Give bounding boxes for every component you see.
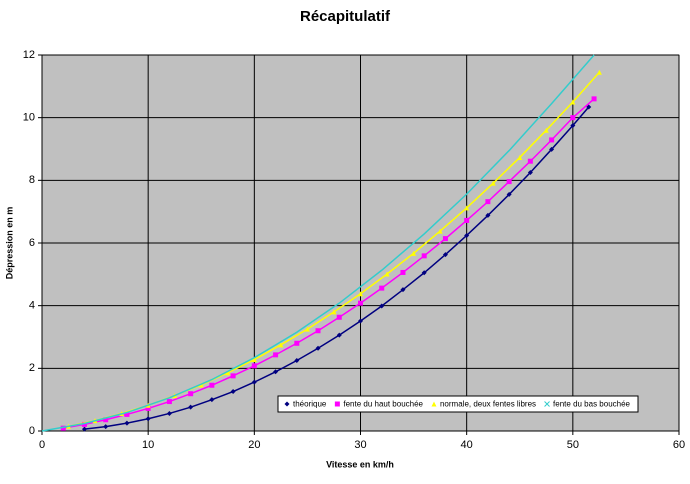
marker	[485, 199, 491, 205]
legend-label: fente du haut bouchée	[343, 400, 423, 409]
marker	[278, 342, 284, 348]
marker	[411, 250, 417, 256]
marker	[334, 401, 340, 407]
marker	[549, 137, 555, 143]
y-axis-label: Dépression en m	[4, 207, 14, 280]
marker	[442, 252, 448, 258]
marker	[225, 370, 231, 376]
marker	[431, 401, 437, 407]
marker	[188, 391, 194, 397]
marker	[591, 96, 597, 102]
marker	[331, 309, 337, 315]
y-tick-label: 0	[29, 425, 35, 437]
x-tick-label: 30	[354, 439, 366, 451]
marker	[506, 191, 512, 197]
y-tick-label: 4	[29, 300, 35, 312]
legend-label: fente du bas bouchée	[553, 400, 631, 409]
marker	[442, 236, 448, 242]
legend-label: théorique	[293, 400, 327, 409]
legend-label: normale, deux fentes libres	[440, 400, 536, 409]
marker	[358, 318, 363, 324]
x-axis-label: Vitesse en km/h	[326, 459, 394, 469]
marker	[358, 291, 363, 297]
legend-box	[277, 395, 639, 413]
marker	[437, 228, 443, 234]
x-tick-label: 60	[673, 439, 685, 451]
marker	[145, 416, 151, 422]
marker	[527, 170, 533, 175]
marker	[124, 420, 130, 426]
marker	[124, 411, 130, 417]
marker	[230, 373, 236, 379]
marker	[570, 123, 576, 128]
marker	[103, 417, 109, 423]
marker	[379, 303, 385, 309]
marker	[549, 146, 555, 152]
x-tick-label: 40	[461, 439, 473, 451]
marker	[188, 404, 194, 410]
marker	[145, 405, 151, 411]
marker	[336, 332, 342, 338]
series-line	[63, 98, 595, 429]
marker	[294, 340, 300, 346]
marker	[251, 363, 257, 369]
x-tick-label: 10	[142, 439, 154, 451]
marker	[570, 115, 576, 121]
marker	[209, 397, 215, 403]
marker	[570, 99, 576, 105]
y-tick-label: 10	[23, 112, 35, 124]
marker	[230, 389, 236, 395]
marker	[358, 300, 363, 306]
marker	[384, 271, 390, 277]
marker	[464, 217, 470, 223]
marker	[60, 425, 66, 431]
legend: théorique fente du haut bouchée normale, d…	[277, 395, 639, 413]
marker	[166, 410, 172, 416]
x-tick-label: 50	[567, 439, 579, 451]
marker	[166, 399, 172, 405]
marker	[485, 212, 491, 218]
marker	[596, 69, 602, 75]
marker	[400, 269, 406, 275]
marker	[421, 270, 427, 276]
x-tick-label: 20	[248, 439, 260, 451]
marker	[209, 382, 215, 388]
marker	[81, 426, 87, 432]
marker	[273, 369, 279, 375]
marker	[527, 158, 533, 164]
series-line	[41, 54, 595, 432]
marker	[506, 179, 512, 185]
marker	[379, 285, 385, 291]
marker	[400, 287, 406, 293]
marker	[490, 180, 496, 186]
chart-title: Récapitulatif	[300, 8, 391, 25]
y-tick-label: 6	[29, 237, 35, 249]
marker	[421, 253, 427, 259]
marker	[586, 104, 592, 110]
marker	[336, 314, 342, 320]
marker	[543, 127, 549, 133]
x-tick-label: 0	[39, 439, 45, 451]
marker	[315, 328, 321, 334]
marker	[517, 154, 523, 160]
marker	[273, 352, 279, 358]
y-tick-label: 8	[29, 174, 35, 186]
marker	[304, 326, 310, 332]
marker	[81, 421, 87, 427]
marker	[544, 401, 550, 407]
marker	[284, 401, 290, 407]
marker	[464, 205, 470, 211]
marker	[103, 424, 109, 430]
marker	[251, 379, 257, 385]
marker	[251, 357, 257, 363]
marker	[315, 345, 321, 351]
marker	[294, 358, 300, 363]
y-tick-label: 12	[23, 49, 35, 61]
marker	[464, 232, 470, 238]
y-tick-label: 2	[29, 362, 35, 374]
